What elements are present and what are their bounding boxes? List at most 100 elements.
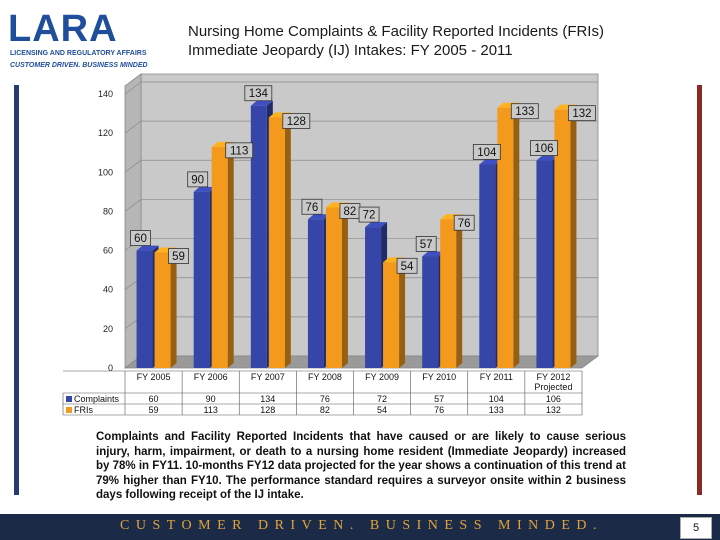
y-tick-label: 60 bbox=[103, 246, 113, 256]
table-cell: 128 bbox=[260, 405, 275, 415]
bar-top bbox=[536, 155, 559, 161]
data-label-box bbox=[453, 214, 475, 231]
footer-slogan: CUSTOMER DRIVEN. BUSINESS MINDED. bbox=[120, 518, 603, 533]
bar-side bbox=[399, 257, 406, 368]
x-tick-label: FY 2011 bbox=[480, 372, 513, 382]
table-cell: 82 bbox=[320, 405, 330, 415]
data-label-box bbox=[568, 105, 596, 122]
bar-top bbox=[250, 100, 273, 106]
right-accent-bar bbox=[697, 85, 702, 495]
bar-fris bbox=[440, 219, 457, 368]
x-tick-label: FY 2006 bbox=[194, 372, 228, 382]
bar-complaints bbox=[479, 164, 496, 368]
table-cell: 57 bbox=[434, 394, 444, 404]
bar-top bbox=[136, 245, 159, 251]
page-number: 5 bbox=[680, 517, 712, 539]
bar-fris bbox=[383, 262, 400, 368]
data-label-box bbox=[225, 142, 254, 159]
data-label: 60 bbox=[134, 233, 147, 245]
data-label: 104 bbox=[477, 147, 497, 159]
bar-side bbox=[570, 104, 577, 369]
bar-fris bbox=[211, 146, 228, 368]
y-tick-label: 0 bbox=[108, 363, 113, 373]
bar-complaints bbox=[307, 219, 324, 368]
footer-bar: CUSTOMER DRIVEN. BUSINESS MINDED. 5 bbox=[0, 514, 720, 540]
data-label-box bbox=[358, 206, 380, 223]
y-tick-label: 140 bbox=[98, 89, 113, 99]
left-accent-bar bbox=[14, 85, 19, 495]
bar-side bbox=[227, 141, 234, 368]
data-label: 128 bbox=[287, 116, 306, 128]
data-label-box bbox=[282, 113, 311, 129]
data-label: 90 bbox=[191, 174, 204, 186]
table-cell: 59 bbox=[149, 405, 159, 415]
x-tick-label: FY 2008 bbox=[308, 372, 342, 382]
logo-tagline-agency: LICENSING AND REGULATORY AFFAIRS bbox=[10, 50, 147, 57]
table-cell: 134 bbox=[260, 394, 275, 404]
lara-logo: LARA LICENSING AND REGULATORY AFFAIRS CU… bbox=[8, 8, 158, 69]
table-cell: 133 bbox=[489, 405, 504, 415]
data-label: 106 bbox=[534, 143, 553, 155]
page-title: Nursing Home Complaints & Facility Repor… bbox=[188, 22, 708, 60]
data-label: 133 bbox=[515, 106, 534, 118]
y-tick-label: 40 bbox=[103, 285, 113, 295]
legend-swatch bbox=[66, 396, 72, 402]
y-tick-label: 100 bbox=[98, 167, 113, 177]
bar-side bbox=[170, 247, 177, 368]
gridline bbox=[124, 120, 598, 134]
table-cell: 113 bbox=[204, 405, 218, 415]
x-tick-label: FY 2007 bbox=[251, 372, 285, 382]
gridline bbox=[124, 159, 598, 173]
table-cell: 76 bbox=[320, 394, 330, 404]
x-tick-label: FY 2009 bbox=[365, 372, 399, 382]
chart-caption: Complaints and Facility Reported Inciden… bbox=[96, 431, 626, 501]
bar-complaints bbox=[422, 256, 439, 368]
gridline bbox=[124, 199, 598, 212]
bar-fris bbox=[268, 117, 285, 368]
bar-fris bbox=[325, 207, 342, 368]
bar-top bbox=[307, 214, 330, 220]
bar-side bbox=[456, 214, 463, 368]
data-label: 72 bbox=[363, 210, 376, 222]
bar-top bbox=[193, 186, 216, 192]
table-cell: 60 bbox=[149, 394, 159, 404]
bar-top bbox=[422, 251, 445, 257]
data-label: 76 bbox=[458, 218, 471, 230]
data-label: 54 bbox=[401, 261, 414, 273]
table-cell: 106 bbox=[546, 394, 561, 404]
data-label: 82 bbox=[344, 206, 357, 218]
bar-complaints bbox=[193, 191, 210, 368]
data-label-box bbox=[244, 85, 273, 102]
x-tick-label: FY 2010 bbox=[422, 372, 456, 382]
data-label-box bbox=[301, 198, 323, 215]
bar-side bbox=[341, 202, 348, 368]
logo-wordmark: LARA bbox=[8, 8, 118, 50]
bar-complaints bbox=[136, 250, 153, 368]
legend-label: Complaints bbox=[74, 394, 120, 404]
bar-side bbox=[284, 112, 291, 368]
data-label: 76 bbox=[306, 202, 319, 214]
gridline bbox=[124, 81, 598, 95]
page-title-line-2: Immediate Jeopardy (IJ) Intakes: FY 2005… bbox=[188, 42, 513, 59]
legend-swatch bbox=[66, 407, 72, 413]
table-cell: 90 bbox=[206, 394, 216, 404]
data-label-box bbox=[530, 140, 558, 156]
logo-tagline-motto: CUSTOMER DRIVEN. BUSINESS MINDED bbox=[10, 62, 148, 69]
y-tick-label: 120 bbox=[98, 128, 113, 138]
table-cell: 76 bbox=[434, 405, 444, 415]
data-label: 59 bbox=[172, 251, 185, 263]
x-tick-label: FY 2005 bbox=[137, 372, 171, 382]
page-title-line-1: Nursing Home Complaints & Facility Repor… bbox=[188, 23, 604, 40]
legend-label: FRIs bbox=[74, 405, 93, 415]
table-cell: 54 bbox=[377, 405, 387, 415]
data-label-box bbox=[415, 236, 437, 252]
table-cell: 72 bbox=[377, 394, 387, 404]
data-label-box bbox=[168, 248, 189, 264]
bar-top bbox=[365, 222, 388, 228]
bar-top bbox=[479, 159, 502, 165]
data-label: 57 bbox=[420, 239, 433, 251]
y-tick-label: 80 bbox=[103, 206, 113, 216]
data-label: 113 bbox=[230, 145, 248, 157]
x-tick-note: Projected bbox=[534, 382, 572, 392]
